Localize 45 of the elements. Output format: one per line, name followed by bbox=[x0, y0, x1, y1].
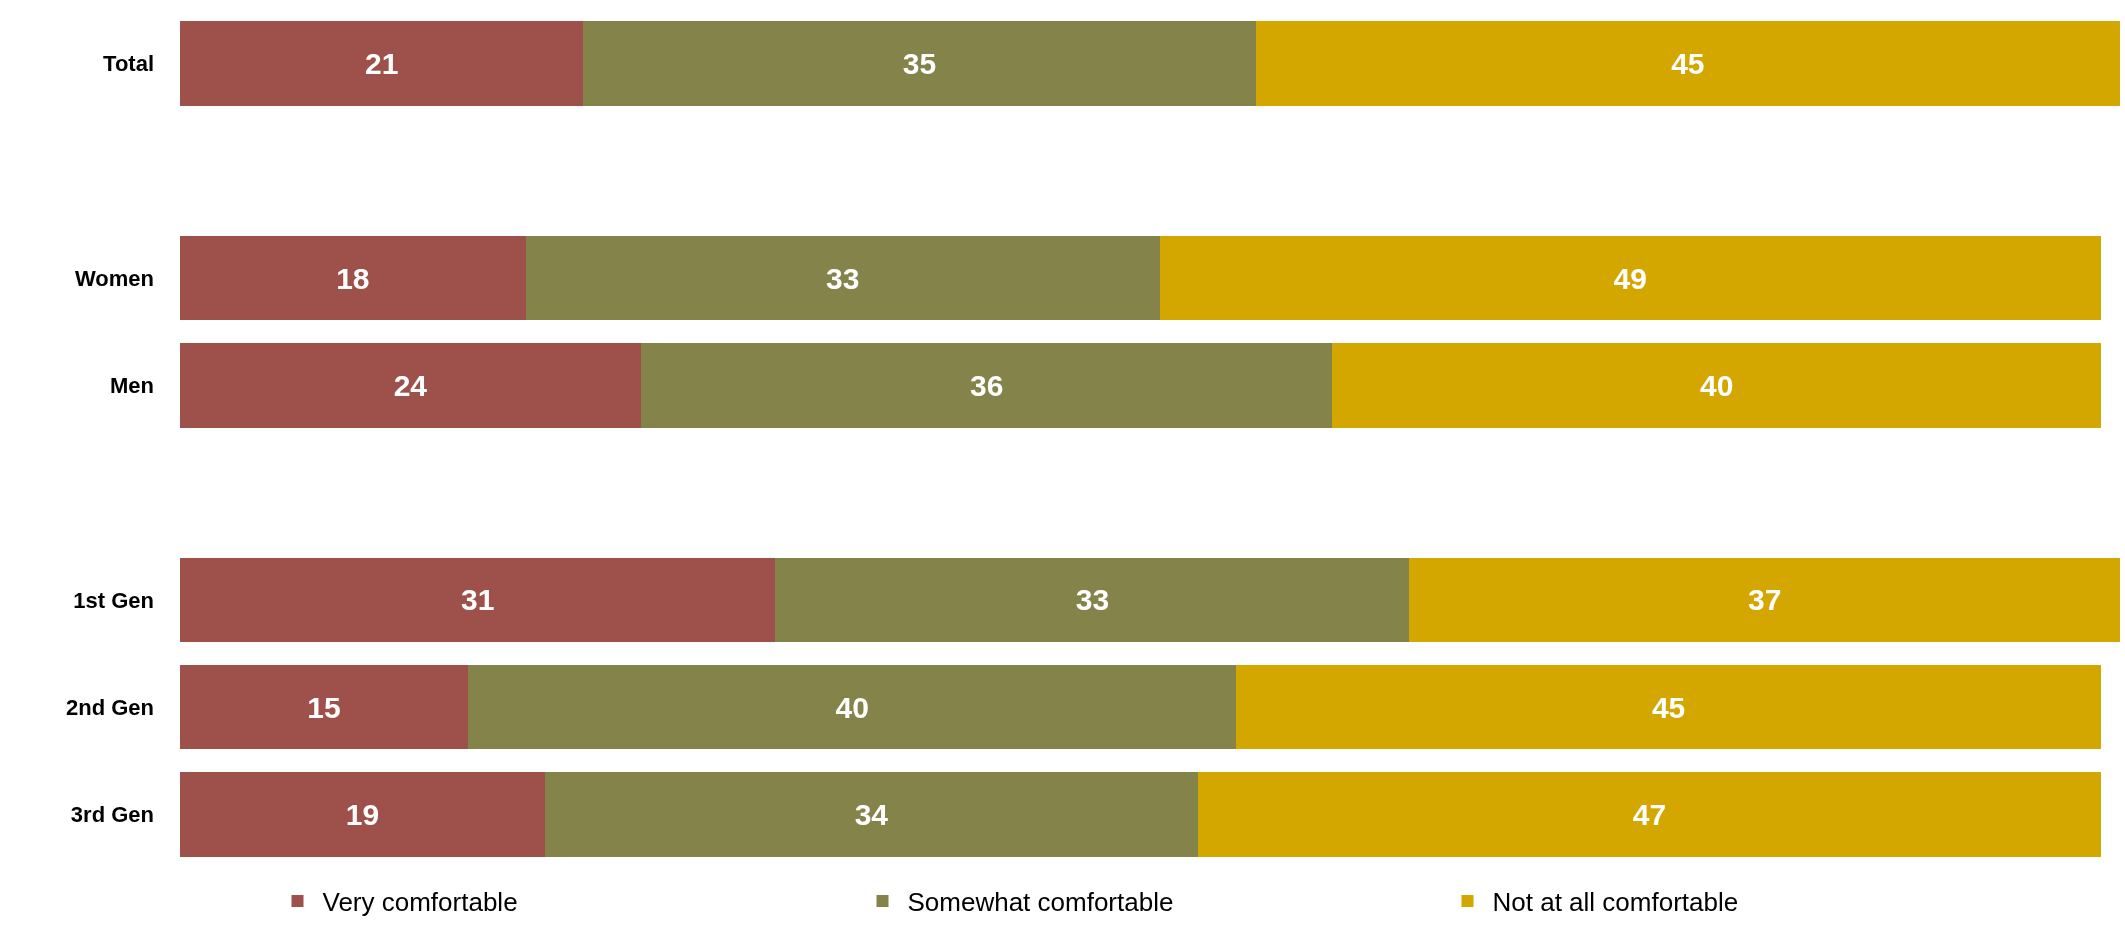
data-label: 45 bbox=[1671, 47, 1705, 81]
bar bbox=[525, 235, 1160, 321]
bar bbox=[1198, 772, 2101, 857]
data-label: 18 bbox=[336, 261, 370, 295]
data-label: 49 bbox=[1613, 261, 1647, 295]
data-label: 47 bbox=[1632, 797, 1667, 831]
data-label: 37 bbox=[1747, 583, 1782, 617]
y-tick-label: 3rd Gen bbox=[70, 802, 154, 828]
data-label: 40 bbox=[1699, 368, 1734, 402]
bar bbox=[1159, 235, 2101, 321]
data-label: 33 bbox=[1075, 583, 1110, 617]
bar bbox=[180, 557, 776, 643]
bar bbox=[468, 664, 1237, 750]
bar bbox=[640, 343, 1333, 428]
data-label: 31 bbox=[461, 583, 495, 617]
bar bbox=[1409, 557, 2120, 643]
bar bbox=[180, 21, 584, 106]
bar bbox=[180, 235, 526, 321]
data-label: 24 bbox=[393, 368, 428, 402]
bar bbox=[1332, 343, 2101, 428]
bar bbox=[1236, 664, 2101, 750]
data-label: 33 bbox=[825, 261, 860, 295]
y-tick-label: Total bbox=[103, 51, 154, 77]
bar bbox=[544, 772, 1199, 857]
y-tick-label: Men bbox=[110, 373, 154, 399]
data-label: 35 bbox=[902, 47, 937, 81]
data-label: 21 bbox=[365, 47, 399, 81]
data-label: 19 bbox=[345, 797, 380, 831]
bar bbox=[583, 21, 1256, 106]
data-label: 45 bbox=[1651, 690, 1686, 724]
bar bbox=[180, 343, 641, 428]
y-tick-label: 1st Gen bbox=[73, 587, 154, 613]
bar bbox=[1255, 21, 2120, 106]
bar bbox=[180, 664, 469, 750]
y-tick-label: 2nd Gen bbox=[65, 694, 154, 720]
data-label: 36 bbox=[970, 368, 1004, 402]
legend-label: Not at all comfortable bbox=[1492, 887, 1739, 918]
bar bbox=[775, 557, 1410, 643]
legend-label: Somewhat comfortable bbox=[907, 887, 1174, 918]
legend-label: Very comfortable bbox=[322, 887, 518, 918]
y-tick-label: Women bbox=[74, 265, 154, 291]
data-label: 40 bbox=[835, 690, 869, 724]
data-label: 15 bbox=[307, 690, 341, 724]
bar bbox=[180, 772, 545, 857]
data-label: 34 bbox=[854, 797, 889, 831]
